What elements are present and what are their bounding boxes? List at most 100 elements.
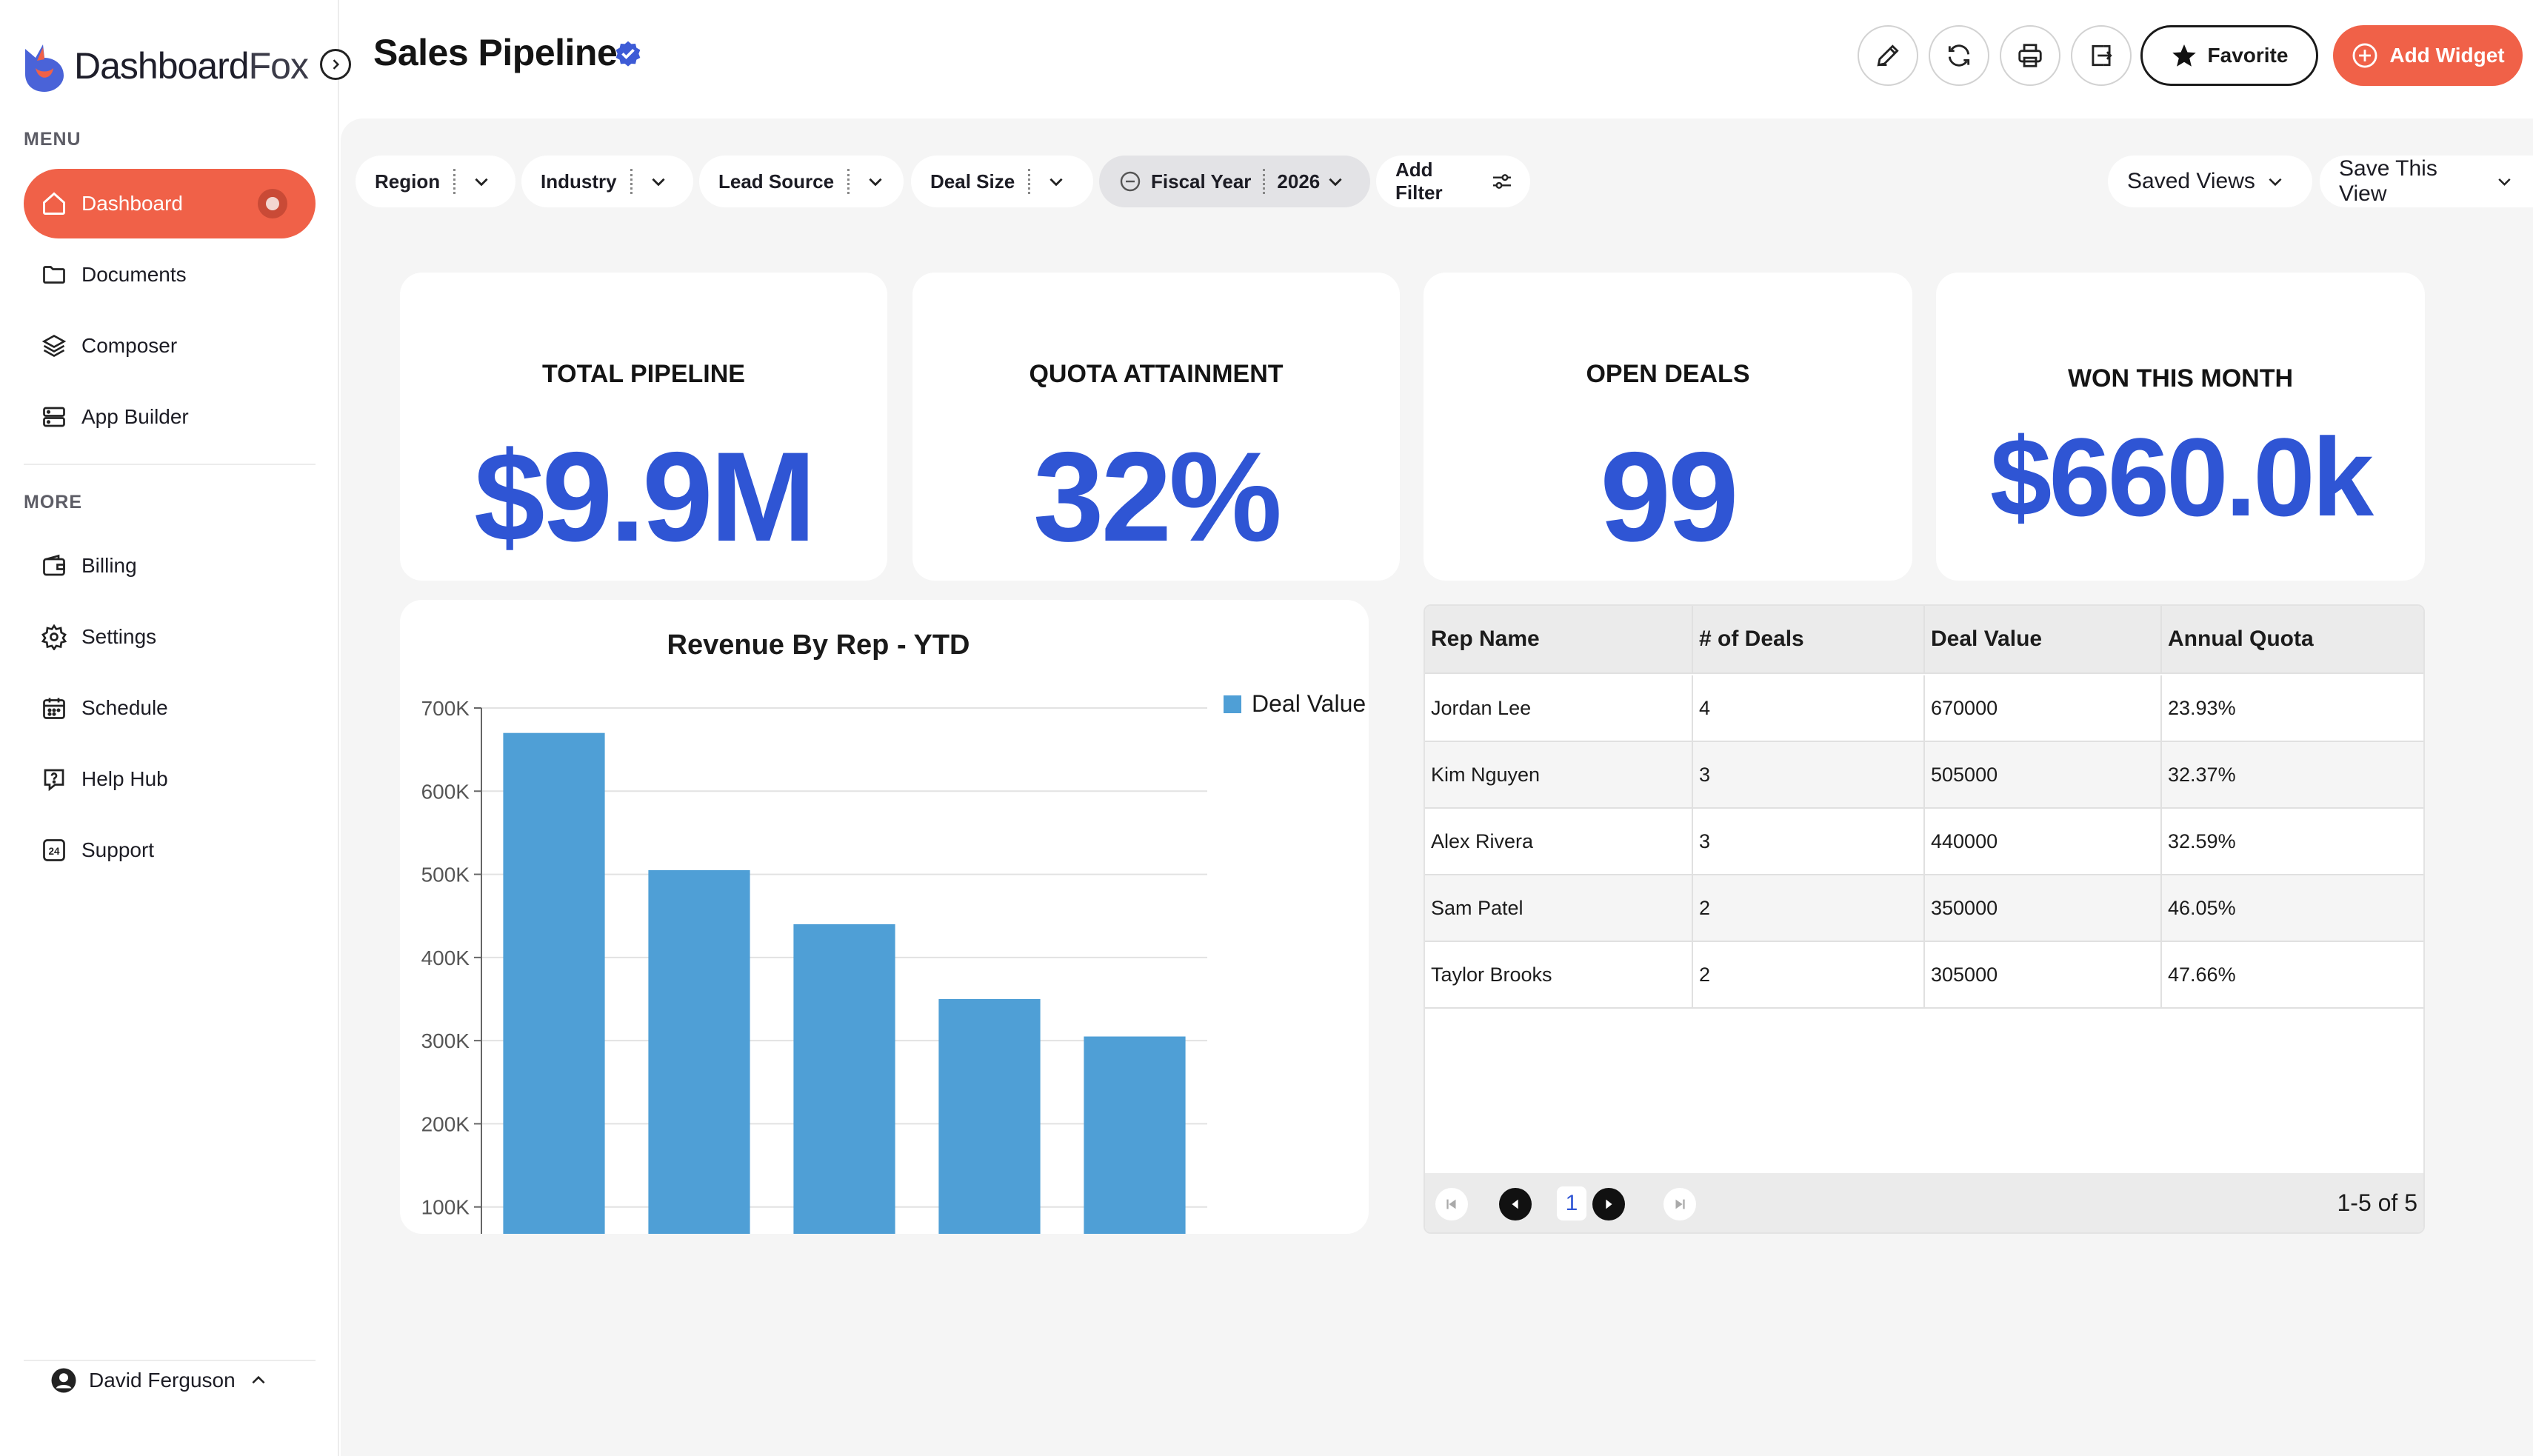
- chevron-down-icon: [869, 178, 882, 187]
- favorite-label: Favorite: [2207, 44, 2289, 67]
- chart-legend: Deal Value: [1224, 690, 1366, 718]
- gear-icon: [39, 621, 70, 652]
- filter-label: Fiscal Year: [1151, 170, 1252, 193]
- filter-region[interactable]: Region: [356, 156, 515, 207]
- column-header[interactable]: Rep Name: [1425, 606, 1693, 672]
- server-icon: [39, 401, 70, 433]
- chevron-down-icon: [2498, 178, 2511, 186]
- wallet-icon: [39, 550, 70, 581]
- prev-page-button[interactable]: [1499, 1188, 1532, 1220]
- y-tick-label: 700K: [421, 697, 470, 720]
- table-cell: 2: [1693, 942, 1925, 1007]
- add-filter-button[interactable]: Add Filter: [1376, 156, 1530, 207]
- saved-views-dropdown[interactable]: Saved Views: [2108, 156, 2312, 207]
- add-widget-button[interactable]: Add Widget: [2333, 25, 2523, 86]
- export-button[interactable]: [2071, 25, 2132, 86]
- sidebar-item-documents[interactable]: Documents: [24, 240, 316, 310]
- sidebar-item-support[interactable]: 24 Support: [24, 815, 316, 885]
- table-row[interactable]: Alex Rivera 3 440000 32.59%: [1425, 809, 2423, 875]
- filter-label: Region: [375, 170, 441, 193]
- edit-button[interactable]: [1858, 25, 1918, 86]
- chevron-down-icon: [475, 178, 488, 187]
- sidebar-item-billing[interactable]: Billing: [24, 531, 316, 601]
- user-name: David Ferguson: [89, 1369, 236, 1392]
- export-icon: [2092, 44, 2112, 67]
- sidebar-item-schedule[interactable]: Schedule: [24, 673, 316, 743]
- favorite-button[interactable]: Favorite: [2140, 25, 2318, 86]
- bar: [1084, 1036, 1186, 1234]
- pencil-icon: [1877, 44, 1899, 67]
- kpi-card-won-this-month[interactable]: WON THIS MONTH $660.0k: [1936, 273, 2425, 581]
- kpi-card-open-deals[interactable]: OPEN DEALS 99: [1424, 273, 1912, 581]
- print-button[interactable]: [2000, 25, 2060, 86]
- bar: [648, 869, 750, 1234]
- filter-lead-source[interactable]: Lead Source: [699, 156, 904, 207]
- bar: [503, 732, 605, 1234]
- last-page-button[interactable]: [1663, 1188, 1696, 1220]
- main-content: Region Industry Lead Source Deal Size Fi…: [341, 118, 2533, 1456]
- first-page-button[interactable]: [1435, 1188, 1468, 1220]
- bar: [938, 999, 1041, 1234]
- table-cell: 505000: [1925, 742, 2162, 807]
- column-header[interactable]: Deal Value: [1925, 606, 2162, 672]
- table-row[interactable]: Jordan Lee 4 670000 23.93%: [1425, 675, 2423, 742]
- next-page-icon: [1606, 1199, 1612, 1209]
- kpi-title: WON THIS MONTH: [2067, 364, 2294, 393]
- filter-industry[interactable]: Industry: [521, 156, 693, 207]
- table-cell: 350000: [1925, 875, 2162, 941]
- support-24-icon: 24: [39, 835, 70, 866]
- column-header[interactable]: Annual Quota: [2168, 627, 2314, 651]
- kpi-title: OPEN DEALS: [1586, 360, 1750, 388]
- table-cell: 670000: [1925, 675, 2162, 741]
- chart-card: Revenue By Rep - YTD 0100K200K300K400K50…: [400, 600, 1369, 1234]
- add-widget-label: Add Widget: [2389, 44, 2505, 67]
- add-filter-label: Add Filter: [1395, 158, 1443, 204]
- kpi-value: 99: [1600, 426, 1738, 568]
- sidebar: DashboardFox MENU Dashboard Documents Co…: [0, 0, 339, 1456]
- bar: [793, 924, 895, 1234]
- table-cell: Alex Rivera: [1425, 809, 1693, 874]
- table-header-row: Rep Name # of Deals Deal Value Annual Quota: [1425, 606, 2423, 674]
- sidebar-item-label: App Builder: [81, 405, 189, 428]
- data-table: Rep Name # of Deals Deal Value Annual Quota…: [1424, 604, 2425, 1234]
- filter-fiscal-year[interactable]: Fiscal Year 2026: [1099, 156, 1370, 207]
- sidebar-item-dashboard[interactable]: Dashboard: [24, 169, 316, 238]
- sidebar-collapse-button[interactable]: [320, 49, 351, 80]
- table-row[interactable]: Sam Patel 2 350000 46.05%: [1425, 875, 2423, 942]
- current-page[interactable]: 1: [1557, 1186, 1586, 1220]
- table-row[interactable]: Kim Nguyen 3 505000 32.37%: [1425, 742, 2423, 809]
- sidebar-item-app-builder[interactable]: App Builder: [24, 382, 316, 452]
- header: Sales Pipeline Favorite Add Widget: [339, 0, 2533, 117]
- kpi-value: $9.9M: [473, 426, 816, 568]
- sidebar-item-help-hub[interactable]: Help Hub: [24, 744, 316, 814]
- sidebar-item-settings[interactable]: Settings: [24, 602, 316, 672]
- sidebar-item-label: Dashboard: [81, 192, 183, 215]
- saved-views-label: Saved Views: [2127, 169, 2255, 193]
- table-cell: 32.59%: [2168, 829, 2236, 852]
- active-indicator: [258, 189, 287, 218]
- filter-deal-size[interactable]: Deal Size: [911, 156, 1093, 207]
- sidebar-item-composer[interactable]: Composer: [24, 311, 316, 381]
- user-avatar-icon: [51, 1368, 76, 1393]
- user-menu[interactable]: David Ferguson: [50, 1367, 268, 1394]
- home-icon: [39, 188, 70, 219]
- prev-page-icon: [1512, 1199, 1518, 1209]
- chart-title: Revenue By Rep - YTD: [667, 630, 970, 661]
- kpi-value: 32%: [1032, 426, 1282, 568]
- table-row[interactable]: Taylor Brooks 2 305000 47.66%: [1425, 942, 2423, 1009]
- brand-logo[interactable]: DashboardFox: [21, 33, 309, 99]
- layers-icon: [39, 330, 70, 361]
- column-header[interactable]: # of Deals: [1693, 606, 1925, 672]
- table-cell: 47.66%: [2168, 963, 2236, 986]
- save-view-dropdown[interactable]: Save This View: [2320, 156, 2533, 207]
- chevron-up-icon: [252, 1375, 265, 1384]
- next-page-button[interactable]: [1592, 1188, 1625, 1220]
- table-cell: 2: [1693, 875, 1925, 941]
- sidebar-divider: [24, 464, 316, 465]
- kpi-card-total-pipeline[interactable]: TOTAL PIPELINE $9.9M: [400, 273, 887, 581]
- remove-filter-icon[interactable]: [1118, 170, 1142, 193]
- refresh-button[interactable]: [1929, 25, 1989, 86]
- first-page-icon: [1446, 1199, 1456, 1209]
- filter-label: Industry: [541, 170, 617, 193]
- kpi-card-quota-attainment[interactable]: QUOTA ATTAINMENT 32%: [912, 273, 1400, 581]
